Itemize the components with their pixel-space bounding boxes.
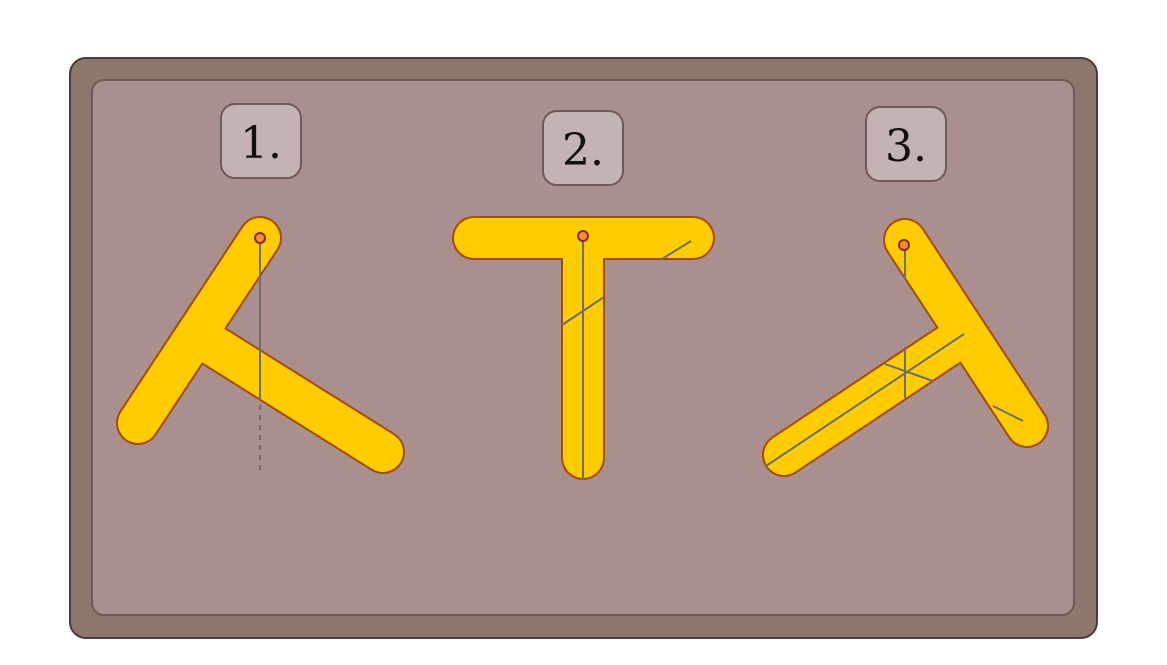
pivot-point-icon [898,239,910,251]
step-label-3: 3. [865,106,947,182]
step-label-1: 1. [220,103,302,179]
step-label-3-text: 3. [885,121,927,172]
pivot-point-icon [254,232,266,244]
step-label-2: 2. [542,110,624,186]
t-shape-2 [452,216,715,480]
step-label-2-text: 2. [562,125,604,176]
t-shape-1 [116,216,405,475]
pivot-point-icon [577,230,589,242]
step-label-1-text: 1. [240,118,282,169]
t-shape-3 [762,218,1049,477]
